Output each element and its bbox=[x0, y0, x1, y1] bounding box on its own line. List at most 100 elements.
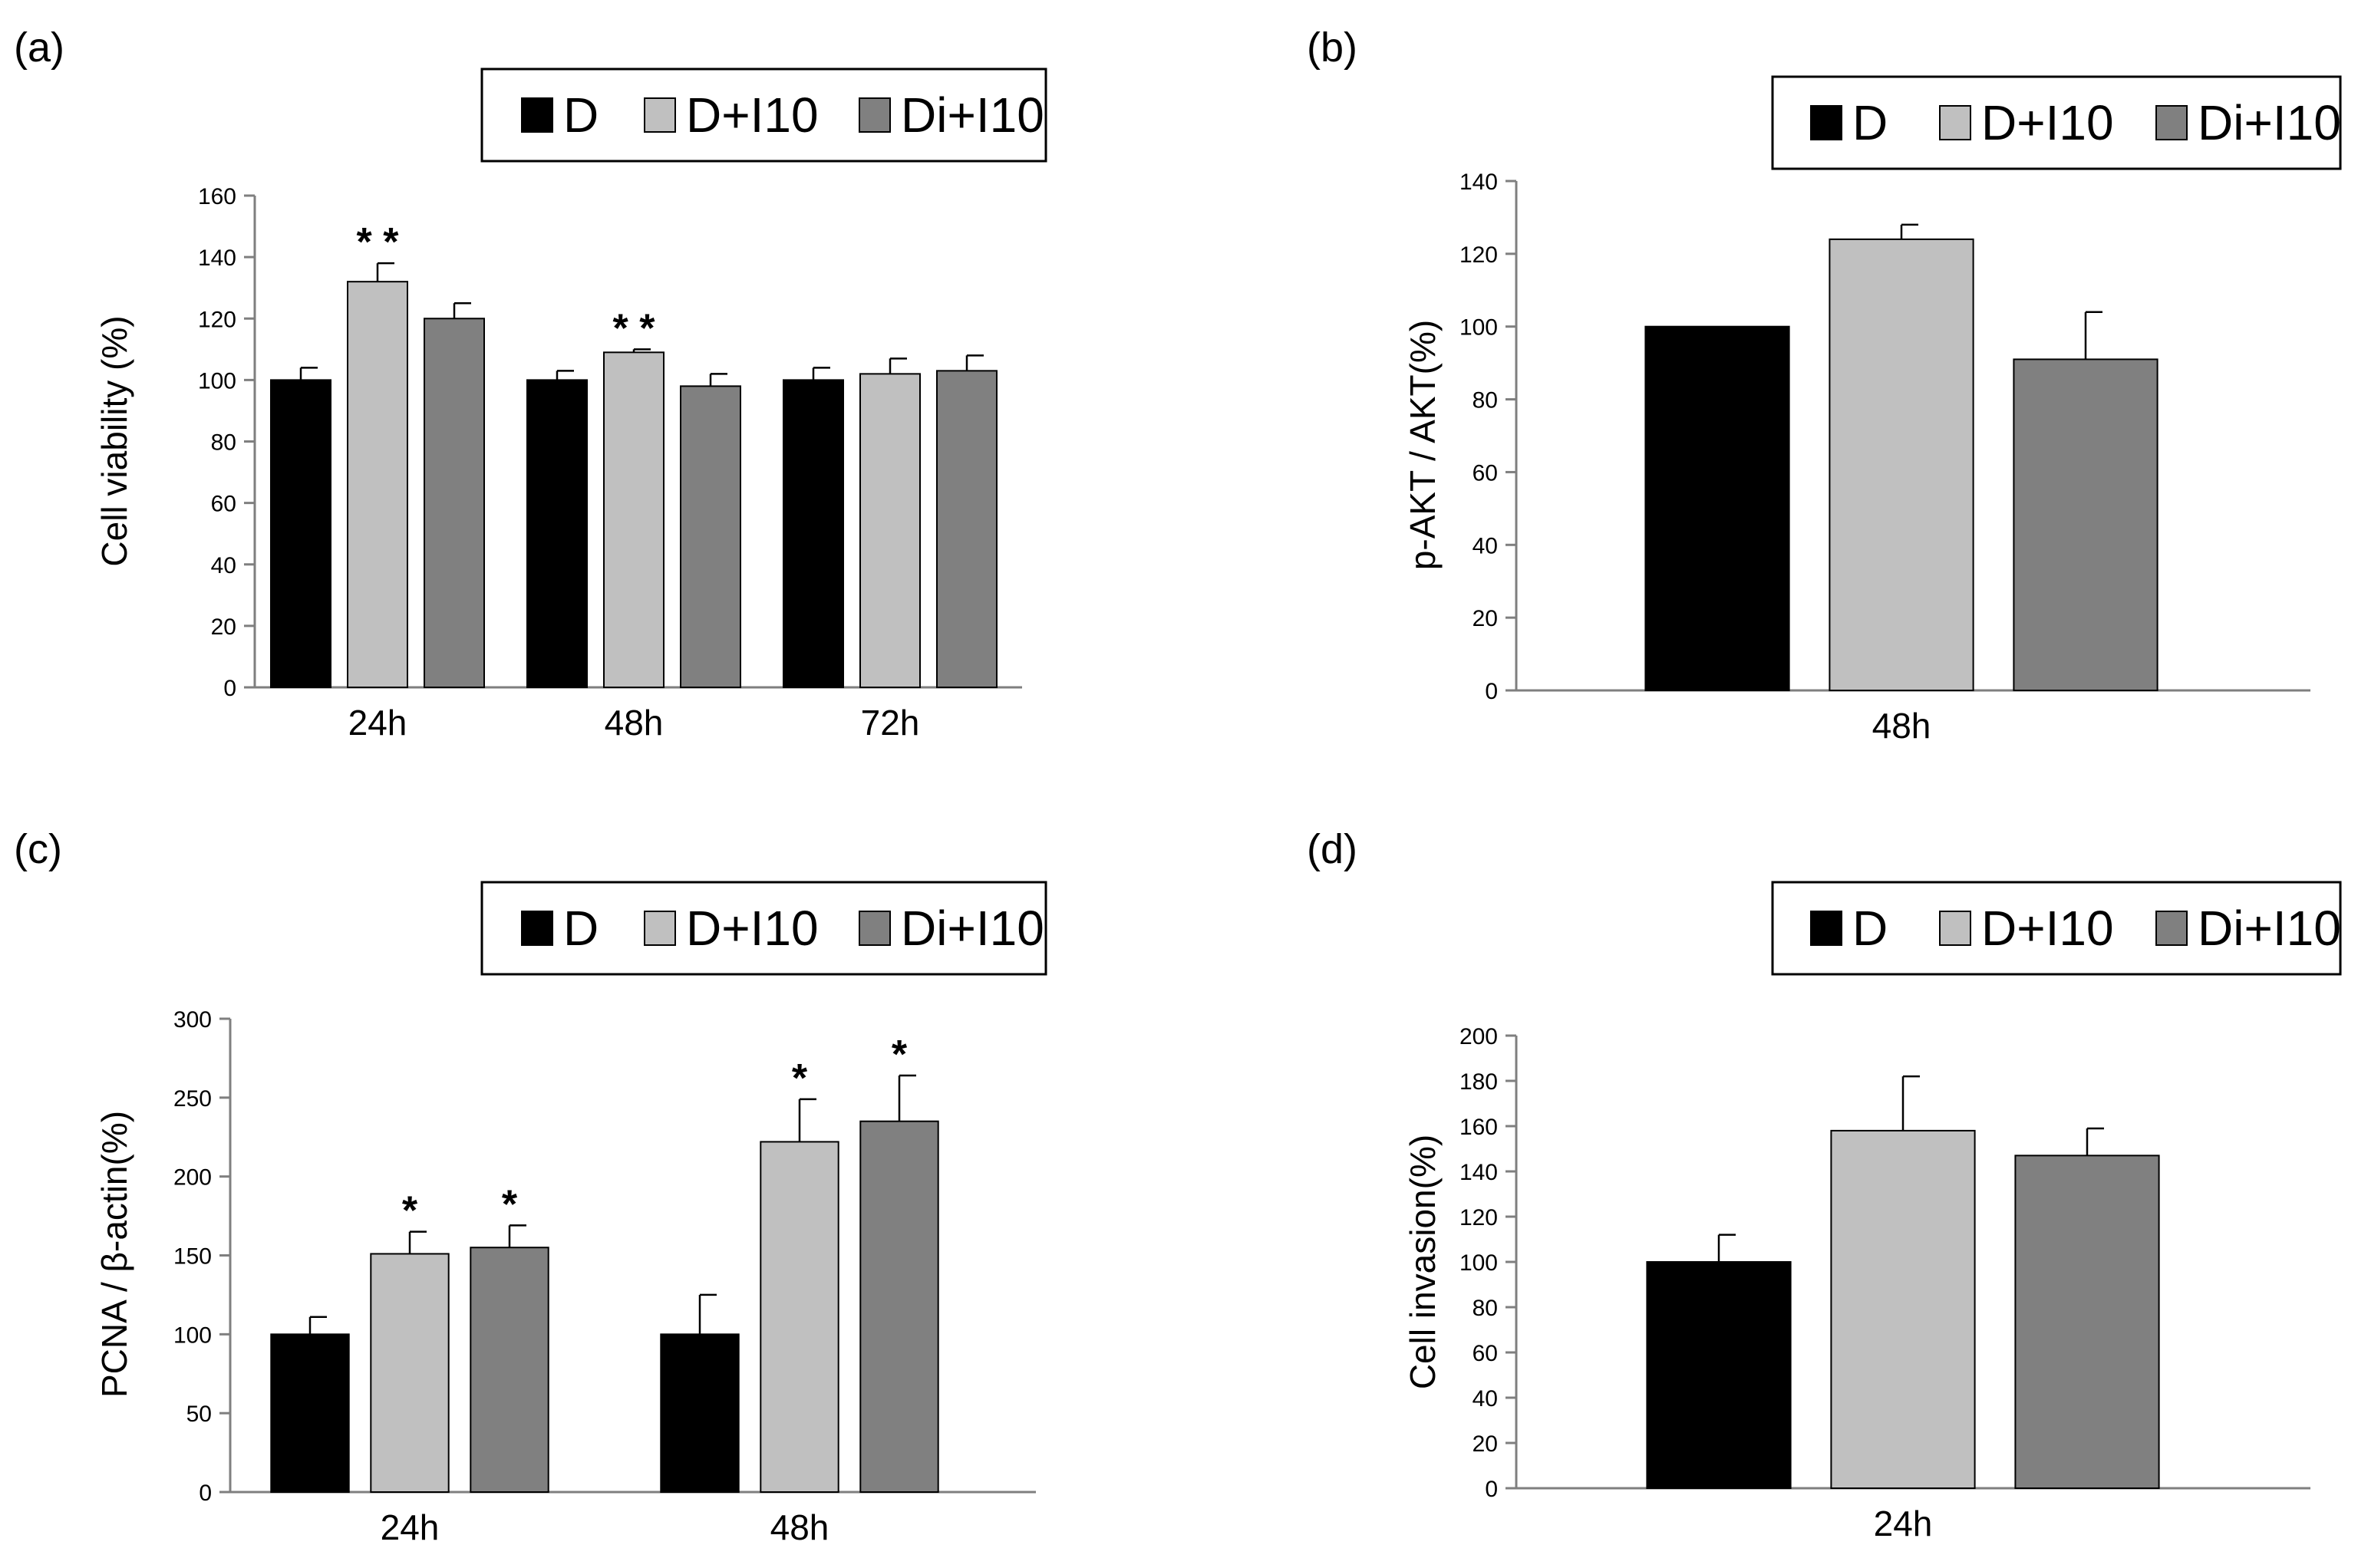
legend: D D+I10 Di+I10 bbox=[480, 68, 1047, 163]
legend: D D+I10 Di+I10 bbox=[480, 881, 1047, 976]
bar-D-48h bbox=[660, 1333, 740, 1494]
x-tick-label: 48h bbox=[605, 703, 664, 743]
legend: D D+I10 Di+I10 bbox=[1771, 881, 2342, 976]
bar-D-24h bbox=[1646, 1261, 1792, 1489]
legend-label-3: Di+I10 bbox=[901, 87, 1044, 143]
bar-D+I10-24h bbox=[347, 281, 408, 688]
y-axis-title: PCNA / β-actin(%) bbox=[94, 1111, 134, 1398]
y-tick-label: 20 bbox=[211, 614, 236, 640]
legend-swatch-1 bbox=[521, 911, 553, 946]
bar-Di+I10-48h bbox=[859, 1120, 939, 1494]
y-tick-label: 80 bbox=[1473, 388, 1498, 413]
bar-Di+I10-24h bbox=[2014, 1155, 2160, 1489]
x-tick-label: 24h bbox=[381, 1507, 440, 1547]
legend-swatch-2 bbox=[644, 97, 676, 133]
y-tick-label: 250 bbox=[173, 1086, 212, 1112]
y-tick-label: 40 bbox=[1473, 1386, 1498, 1412]
y-tick-label: 40 bbox=[1473, 533, 1498, 558]
bar-D+I10-48h bbox=[760, 1141, 839, 1494]
legend-frame bbox=[480, 881, 1047, 976]
legend-label-3: Di+I10 bbox=[901, 901, 1044, 956]
y-tick-label: 160 bbox=[198, 184, 236, 209]
bar-D+I10-72h bbox=[859, 373, 921, 688]
legend-label-1: D bbox=[1852, 95, 1888, 150]
legend-frame bbox=[1771, 881, 2342, 976]
bar-D-48h bbox=[526, 379, 588, 688]
y-tick-label: 100 bbox=[1459, 1250, 1498, 1276]
legend-swatch-3 bbox=[2155, 911, 2188, 946]
y-axis-title: Cell invasion(%) bbox=[1403, 1135, 1443, 1389]
chart-panel-2: (b) D D+I10 Di+I10 0 20 40 60 80 100 120 140 p-AKT /… bbox=[1307, 25, 2342, 746]
legend-swatch-2 bbox=[1939, 911, 1971, 946]
y-tick-label: 80 bbox=[211, 430, 236, 456]
legend-swatch-3 bbox=[859, 911, 891, 946]
significance-marker: * bbox=[502, 1182, 518, 1227]
y-tick-label: 0 bbox=[1485, 679, 1498, 704]
legend-label-2: D+I10 bbox=[1981, 95, 2114, 150]
legend-label-3: Di+I10 bbox=[2198, 901, 2341, 956]
x-tick-label: 48h bbox=[770, 1507, 829, 1547]
legend-swatch-1 bbox=[1810, 911, 1842, 946]
y-tick-label: 60 bbox=[211, 492, 236, 517]
y-tick-label: 0 bbox=[199, 1481, 212, 1506]
legend-swatch-3 bbox=[2155, 105, 2188, 140]
chart-panel-4: (d) D D+I10 Di+I10 0 20 40 60 80 100 120 140 160 180 2… bbox=[1307, 826, 2342, 1543]
legend-label-2: D+I10 bbox=[686, 901, 819, 956]
legend-frame bbox=[480, 68, 1047, 163]
chart-panel-3: (c) D D+I10 Di+I10 0 50 100 150 200 250 300 PCNA / … bbox=[14, 826, 1047, 1547]
legend-swatch-2 bbox=[1939, 105, 1971, 140]
legend-swatch-2 bbox=[644, 911, 676, 946]
y-tick-label: 100 bbox=[198, 368, 236, 394]
y-tick-label: 300 bbox=[173, 1007, 212, 1033]
y-tick-label: 140 bbox=[198, 245, 236, 271]
y-tick-label: 0 bbox=[1485, 1477, 1498, 1502]
x-tick-label: 48h bbox=[1872, 706, 1931, 746]
y-tick-label: 60 bbox=[1473, 460, 1498, 486]
bar-D+I10-24h bbox=[1830, 1129, 1976, 1490]
panel-label: (c) bbox=[14, 826, 62, 872]
y-tick-label: 120 bbox=[1459, 1205, 1498, 1230]
panel-label: (d) bbox=[1307, 826, 1357, 872]
y-tick-label: 150 bbox=[173, 1244, 212, 1270]
x-tick-label: 24h bbox=[1874, 1504, 1933, 1543]
y-tick-label: 50 bbox=[186, 1402, 212, 1427]
y-tick-label: 60 bbox=[1473, 1341, 1498, 1366]
legend-label-3: Di+I10 bbox=[2198, 95, 2341, 150]
y-tick-label: 100 bbox=[1459, 315, 1498, 341]
x-tick-label: 24h bbox=[348, 703, 407, 743]
y-tick-label: 160 bbox=[1459, 1115, 1498, 1140]
y-tick-label: 120 bbox=[1459, 242, 1498, 268]
legend-swatch-1 bbox=[1810, 105, 1842, 140]
bar-Di+I10-24h bbox=[470, 1247, 549, 1493]
bar-Di+I10-24h bbox=[424, 318, 485, 688]
legend-frame bbox=[1771, 75, 2342, 170]
y-tick-label: 20 bbox=[1473, 1431, 1498, 1457]
y-tick-label: 180 bbox=[1459, 1069, 1498, 1095]
significance-marker: * * bbox=[357, 220, 400, 265]
bar-Di+I10-48h bbox=[2013, 358, 2158, 691]
legend-label-2: D+I10 bbox=[1981, 901, 2114, 956]
x-tick-label: 72h bbox=[861, 703, 920, 743]
y-axis-title: Cell viability (%) bbox=[94, 315, 134, 566]
significance-marker: * bbox=[792, 1056, 808, 1101]
significance-marker: * bbox=[892, 1033, 908, 1077]
legend-swatch-1 bbox=[521, 97, 553, 133]
y-tick-label: 200 bbox=[1459, 1024, 1498, 1049]
legend: D D+I10 Di+I10 bbox=[1771, 75, 2342, 170]
panel-label: (b) bbox=[1307, 25, 1357, 71]
y-tick-label: 40 bbox=[211, 553, 236, 578]
significance-marker: * * bbox=[613, 306, 656, 351]
legend-label-1: D bbox=[1852, 901, 1888, 956]
bar-D-24h bbox=[270, 1333, 350, 1494]
y-axis-title: p-AKT / AKT(%) bbox=[1403, 320, 1443, 570]
legend-label-1: D bbox=[563, 87, 599, 143]
y-tick-label: 200 bbox=[173, 1165, 212, 1191]
legend-label-2: D+I10 bbox=[686, 87, 819, 143]
bar-D+I10-48h bbox=[603, 351, 665, 688]
chart-panel-1: (a) D D+I10 Di+I10 0 20 40 60 80 100 120 140 160 Cell… bbox=[14, 25, 1047, 743]
y-tick-label: 120 bbox=[198, 307, 236, 332]
bar-D+I10-24h bbox=[370, 1253, 450, 1494]
bar-Di+I10-48h bbox=[680, 385, 741, 688]
panel-label: (a) bbox=[14, 25, 64, 71]
